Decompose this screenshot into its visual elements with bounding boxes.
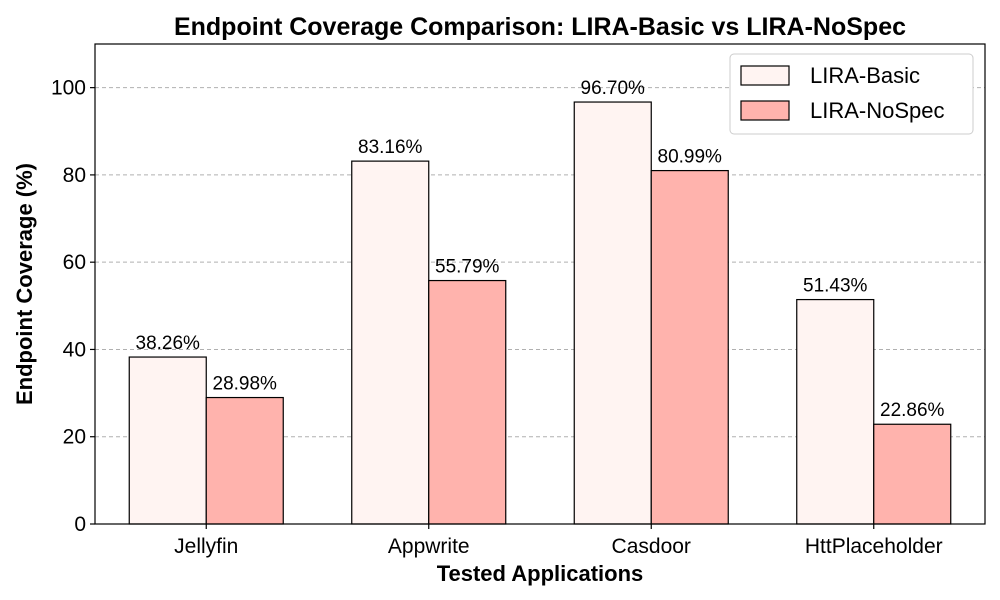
legend: LIRA-Basic LIRA-NoSpec [729,53,974,135]
data-label: 55.79% [435,257,500,278]
bars [128,101,952,525]
data-label: 22.86% [880,400,945,421]
data-label: 96.70% [581,78,646,99]
x-tick-label: Appwrite [388,535,470,558]
x-tick-label: HttPlaceholder [805,535,943,558]
x-tick-label: Jellyfin [174,535,238,558]
legend-label: LIRA-NoSpec [810,98,945,123]
bar-lira-basic [796,298,875,525]
x-axis-ticks: Jellyfin Appwrite Casdoor HttPlaceholder [174,524,943,558]
y-tick-label: 100 [51,77,86,100]
chart-title: Endpoint Coverage Comparison: LIRA-Basic… [174,13,906,41]
data-label: 51.43% [803,276,868,297]
data-label: 83.16% [358,137,423,158]
x-tick-label: Casdoor [612,535,691,558]
data-label: 38.26% [136,333,201,354]
legend-label: LIRA-Basic [810,63,920,88]
legend-swatch [740,65,790,86]
bar-lira-nospec [873,423,952,525]
data-labels: 38.26% 28.98% 83.16% 55.79% 96.70% 80.99% 51.4… [136,78,945,421]
bar-lira-basic [573,101,652,525]
x-axis-label: Tested Applications [437,561,644,586]
plot-frame [94,43,986,525]
bar-lira-nospec [428,279,507,525]
legend-swatch [740,100,790,121]
y-tick-label: 0 [74,513,86,536]
data-label: 28.98% [213,374,278,395]
bar-lira-nospec [650,169,729,525]
bar-lira-basic [351,160,430,525]
y-tick-label: 80 [63,164,86,187]
data-label: 80.99% [658,147,723,168]
legend-box [729,53,974,135]
y-axis-label: Endpoint Coverage (%) [12,163,37,405]
y-axis-ticks: 0 20 40 60 80 100 [51,77,95,536]
bar-lira-basic [128,356,207,525]
bar-lira-nospec [205,396,284,525]
y-tick-label: 60 [63,251,86,274]
y-tick-label: 20 [63,426,86,449]
y-tick-label: 40 [63,338,86,361]
